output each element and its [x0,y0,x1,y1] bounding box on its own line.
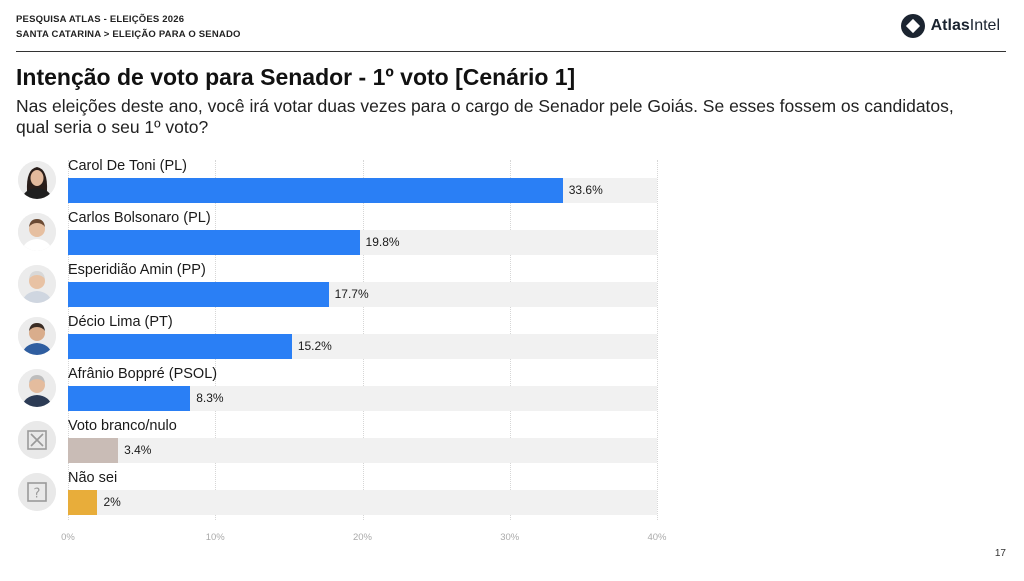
x-gridline [657,160,658,520]
data-label: 15.2% [297,339,332,353]
bar [68,230,360,255]
x-tick-label: 10% [205,532,225,543]
atlasintel-logo: AtlasIntel [900,14,1000,38]
x-tick-label: 40% [647,532,667,543]
candidate-photo [18,161,56,199]
survey-header-line1: PESQUISA ATLAS - ELEIÇÕES 2026 [16,14,185,25]
candidate-photo [18,317,56,355]
data-label: 8.3% [196,391,224,405]
svg-text:?: ? [34,487,41,502]
x-box-icon [18,421,56,459]
bar [68,334,292,359]
question-box-icon: ? [18,473,56,511]
bar-track: 8.3% [68,386,657,411]
bar-track: 15.2% [68,334,657,359]
survey-header-line2: SANTA CATARINA > ELEIÇÃO PARA O SENADO [16,29,241,40]
category-label: Voto branco/nulo [68,418,177,434]
category-label: Afrânio Boppré (PSOL) [68,366,218,382]
data-label: 33.6% [568,183,603,197]
candidate-photo [18,213,56,251]
data-label: 17.7% [334,287,369,301]
header-divider [16,51,1006,52]
chart-title: Intenção de voto para Senador - 1º voto … [16,64,576,90]
bar-track: 19.8% [68,230,657,255]
category-label: Carlos Bolsonaro (PL) [68,210,211,226]
bar [68,386,191,411]
x-tick-label: 20% [352,532,373,543]
candidate-photo [18,369,56,407]
x-tick-label: 30% [500,532,520,543]
data-label: 19.8% [365,235,400,249]
bar-track: 2% [68,490,657,515]
category-label: Não sei [68,470,118,486]
page-number: 17 [994,548,1006,559]
x-tick-label: 0% [61,532,75,543]
candidate-photo [18,265,56,303]
bar [68,490,98,515]
bar-track: 17.7% [68,282,657,307]
bar [68,438,119,463]
bar-track: 33.6% [68,178,657,203]
category-label: Décio Lima (PT) [68,314,173,330]
data-label: 2% [103,495,121,509]
category-label: Esperidião Amin (PP) [68,262,206,278]
atlasintel-logo-text: AtlasIntel [930,17,1000,34]
data-label: 3.4% [124,443,152,457]
atlasintel-logo-mark-icon [900,14,925,38]
bar-track: 3.4% [68,438,657,463]
bar [68,178,563,203]
category-label: Carol De Toni (PL) [68,158,188,174]
chart-subtitle: Nas eleições deste ano, você irá votar d… [16,96,954,137]
bar [68,282,329,307]
